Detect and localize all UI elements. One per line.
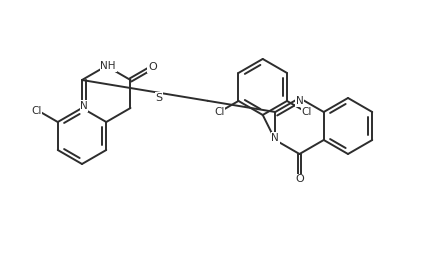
Text: N: N: [80, 101, 88, 111]
Text: O: O: [148, 62, 157, 72]
Text: N: N: [271, 133, 279, 143]
Text: Cl: Cl: [31, 106, 42, 116]
Text: NH: NH: [101, 61, 116, 71]
Text: Cl: Cl: [301, 107, 312, 117]
Text: S: S: [156, 93, 163, 103]
Text: Cl: Cl: [214, 107, 224, 117]
Text: O: O: [295, 174, 304, 184]
Text: N: N: [296, 96, 303, 106]
